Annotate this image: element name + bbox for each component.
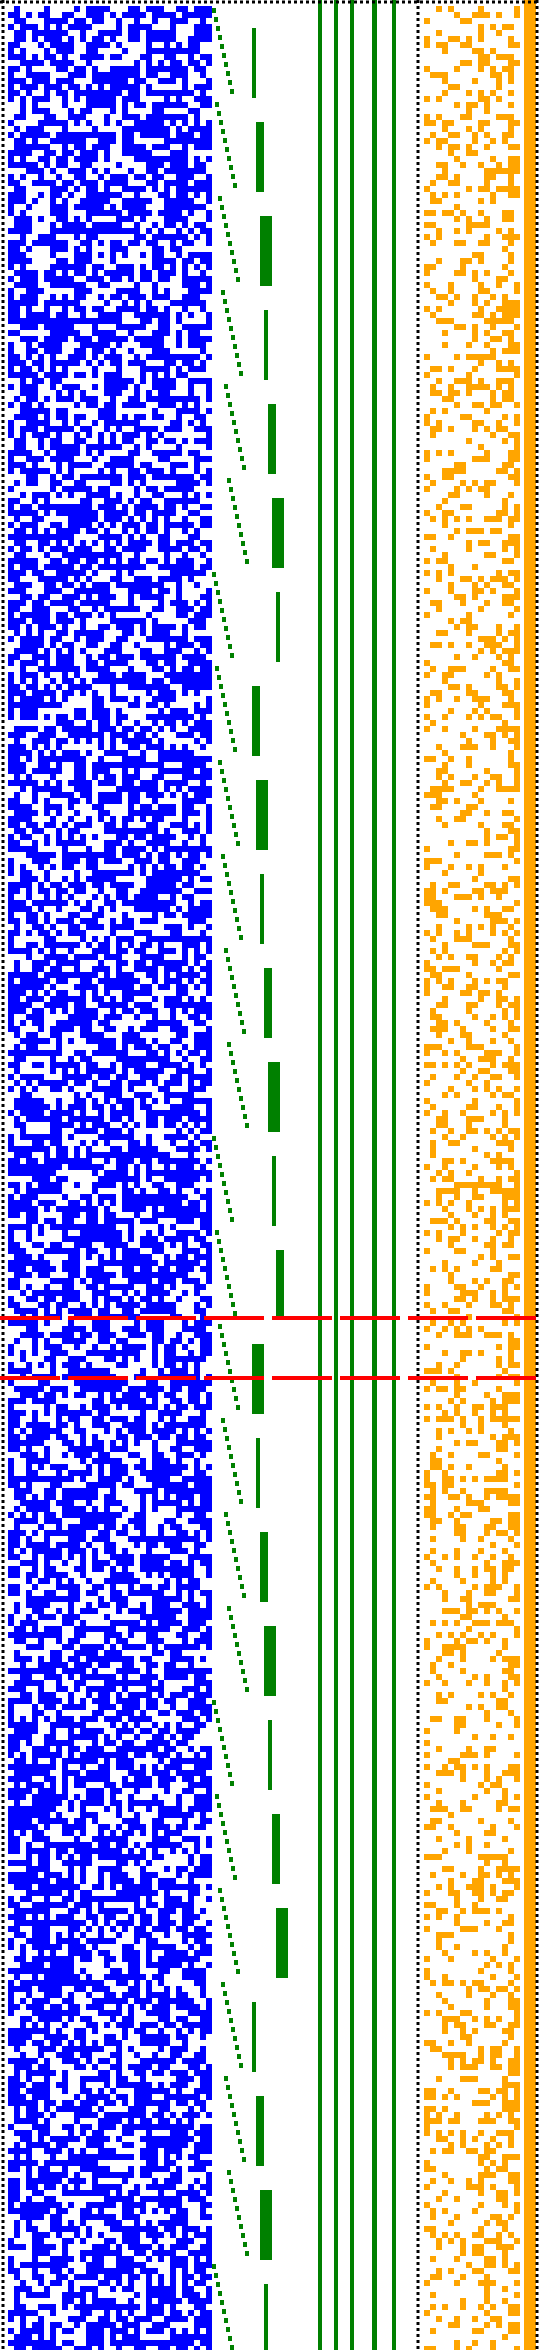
staircase-bar	[264, 1626, 276, 1696]
staircase-bar	[252, 2002, 256, 2072]
staircase-band	[215, 102, 237, 188]
staircase-band	[215, 666, 237, 752]
vertical-line	[334, 0, 338, 2350]
staircase-bar	[276, 592, 280, 662]
orange-right-strip	[524, 0, 536, 2350]
blue-cell-grid	[8, 6, 212, 2350]
staircase-band	[218, 196, 240, 282]
staircase-bar	[272, 498, 284, 568]
staircase-bar	[264, 968, 272, 1038]
red-marker-lines	[0, 1316, 540, 1380]
staircase-band	[212, 1700, 234, 1786]
staircase-band	[218, 1324, 240, 1410]
staircase-bar	[256, 122, 264, 192]
staircase-bar	[252, 686, 260, 756]
staircase-band	[224, 384, 246, 470]
staircase-bar	[264, 310, 268, 380]
staircase-bar	[256, 1438, 260, 1508]
staircase-bar	[260, 874, 264, 944]
vertical-line	[372, 0, 377, 2350]
orange-cells	[424, 6, 520, 2350]
staircase-band	[224, 2076, 246, 2162]
staircase-bar	[268, 404, 276, 474]
staircase-band	[212, 572, 234, 658]
staircase-bar	[268, 1062, 280, 1132]
staircase-band	[212, 2264, 234, 2350]
staircase-band	[227, 1606, 249, 1692]
staircase-band	[215, 1230, 237, 1316]
staircase-band	[218, 760, 240, 846]
staircase-band	[227, 2170, 249, 2256]
staircase-bar	[252, 28, 256, 98]
staircase-bar	[264, 2284, 268, 2350]
staircase-band	[227, 478, 249, 564]
orange-cell-grid	[424, 0, 536, 2350]
staircase-band	[221, 1418, 243, 1504]
staircase-bar	[276, 1250, 284, 1320]
staircase-bar	[268, 1720, 272, 1790]
staircase-bar	[272, 1814, 280, 1884]
green-staircase-bands	[212, 8, 288, 2350]
staircase-bar	[272, 1156, 276, 1226]
staircase-bar	[260, 2190, 272, 2260]
staircase-band	[227, 1042, 249, 1128]
staircase-bar	[260, 216, 272, 286]
staircase-band	[212, 1136, 234, 1222]
staircase-bar	[260, 1532, 268, 1602]
staircase-band	[221, 290, 243, 376]
staircase-band	[224, 1512, 246, 1598]
staircase-band	[224, 948, 246, 1034]
staircase-band	[215, 1794, 237, 1880]
staircase-band	[212, 8, 234, 94]
vertical-line	[350, 0, 354, 2350]
blue-cells	[8, 6, 212, 2350]
green-vertical-lines	[318, 0, 396, 2350]
staircase-band	[221, 1982, 243, 2068]
vertical-line	[392, 0, 396, 2350]
staircase-band	[221, 854, 243, 940]
vertical-line	[318, 0, 322, 2350]
staircase-bar	[276, 1908, 288, 1978]
staircase-bar	[256, 2096, 264, 2166]
staircase-bar	[256, 780, 268, 850]
staircase-band	[218, 1888, 240, 1974]
